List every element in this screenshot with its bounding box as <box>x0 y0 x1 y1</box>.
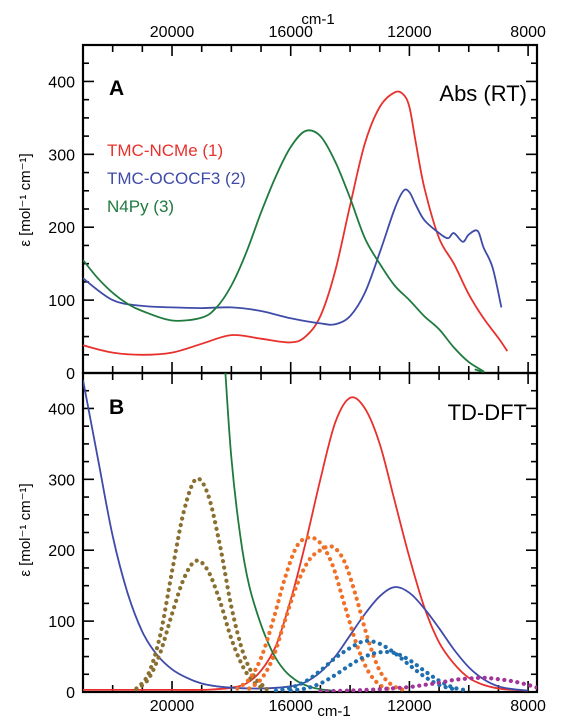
series-layer <box>83 90 537 692</box>
panel-a-x-tick-label: 20000 <box>150 24 195 41</box>
panel-b-series-orange-dotted-line <box>247 544 406 692</box>
panel-a-title: Abs (RT) <box>439 81 527 106</box>
tick-labels-layer: 0 100 200 300 400 20000 16000 12000 8000 0 100 200 3… <box>48 24 546 715</box>
panel-b-series-red-solid-line <box>83 396 529 692</box>
panel-b-series-orange-dotted-line <box>235 535 394 692</box>
panel-a-series-green-solid-line <box>83 129 485 373</box>
panel-b-y-axis-label: ε [mol⁻¹ cm⁻¹] <box>17 483 34 576</box>
panel-a-series-group <box>83 90 509 373</box>
legend-entry-tmc-ococf3: TMC-OCOCF3 (2) <box>107 169 246 188</box>
panel-a-x-tick-label: 12000 <box>387 24 432 41</box>
panel-a-y-tick-label: 200 <box>48 220 75 237</box>
legend-entry-tmc-ncme: TMC-NCMe (1) <box>107 141 223 160</box>
panel-a-x-tick-label: 16000 <box>268 24 313 41</box>
panel-a-x-tick-label: 8000 <box>510 24 546 41</box>
bottom-x-axis-label: cm-1 <box>317 703 350 720</box>
panel-b-x-tick-label: 20000 <box>150 698 195 715</box>
panel-b-series-magenta-dotted-line <box>318 675 537 692</box>
panel-b-title: TD-DFT <box>448 400 527 425</box>
panel-b-letter: B <box>109 396 124 419</box>
panel-b-y-tick-label: 400 <box>48 401 75 418</box>
panel-b-series-teal-dotted-line <box>273 638 456 692</box>
panel-a-letter: A <box>109 77 124 100</box>
tick-marks-layer <box>82 44 537 693</box>
panel-b-series-olive-dotted-line <box>134 476 270 691</box>
top-x-axis-label: cm-1 <box>301 11 334 28</box>
panel-b-y-tick-label: 0 <box>66 685 75 702</box>
panel-b-y-tick-label: 200 <box>48 543 75 560</box>
panel-a-y-axis-label: ε [mol⁻¹ cm⁻¹] <box>17 153 34 246</box>
legend-entry-n4py: N4Py (3) <box>107 197 174 216</box>
panel-a-series-red-solid-line <box>83 90 509 356</box>
panel-a-y-tick-label: 100 <box>48 293 75 310</box>
panel-b-series-teal-dotted-line <box>288 649 471 692</box>
panel-b-series-blue-solid-line <box>83 379 529 692</box>
panel-b-y-tick-label: 300 <box>48 472 75 489</box>
panel-b-x-tick-label: 8000 <box>510 698 546 715</box>
panel-a-y-tick-label: 300 <box>48 147 75 164</box>
panel-b-x-tick-label: 16000 <box>268 698 313 715</box>
panel-b-y-tick-label: 100 <box>48 614 75 631</box>
panel-b-series-olive-dotted-line <box>134 558 270 692</box>
panel-a-y-tick-label: 0 <box>66 366 75 383</box>
panel-b-series-green-solid-line <box>224 373 333 692</box>
panel-b-x-tick-label: 12000 <box>387 698 432 715</box>
panel-b-series-group <box>83 373 537 692</box>
panel-a-y-tick-label: 400 <box>48 74 75 91</box>
panel-a-series-blue-solid-line <box>83 188 503 326</box>
